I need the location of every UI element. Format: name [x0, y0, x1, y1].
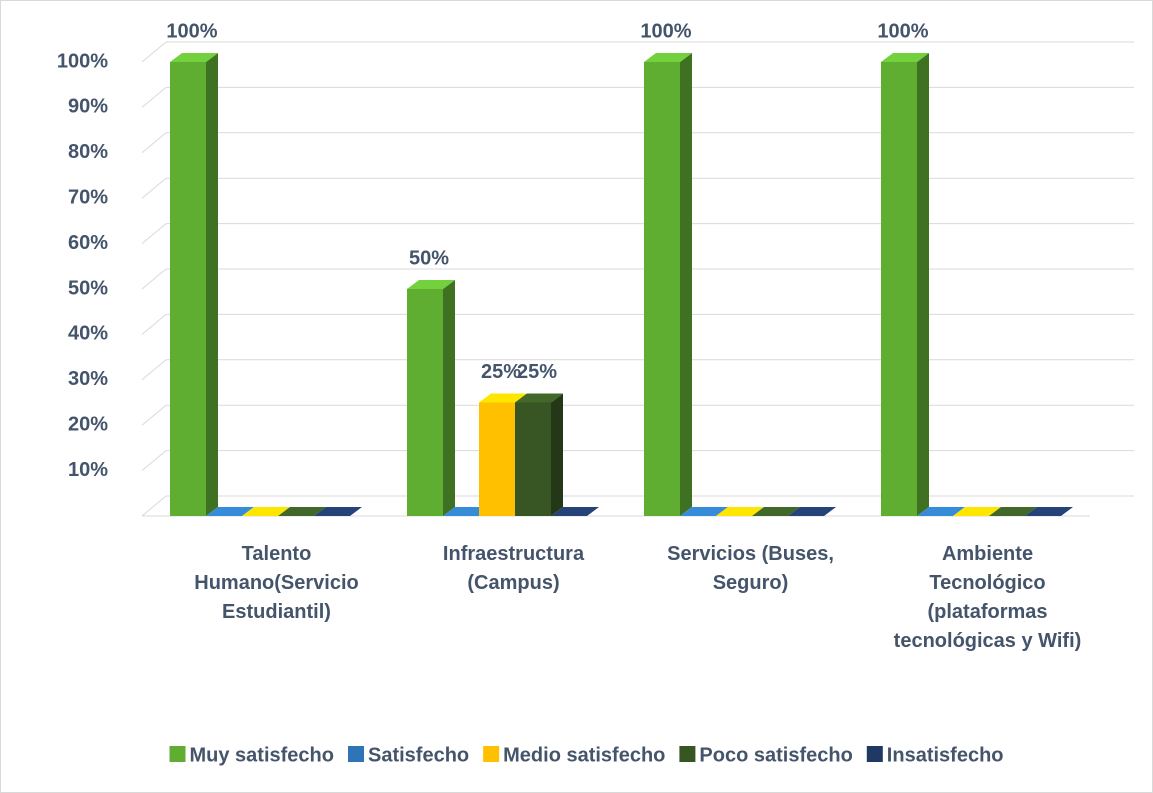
- grid-line-side: [141, 314, 167, 335]
- bar: [1025, 507, 1073, 516]
- y-tick-label: 40%: [68, 323, 108, 345]
- grid-line-side: [141, 223, 167, 244]
- bar-top: [917, 507, 965, 516]
- legend-label: Medio satisfecho: [503, 744, 665, 766]
- bar-top: [515, 393, 563, 403]
- x-tick-label: Ambiente Tecnológico (plataformas tecnol…: [893, 543, 1082, 652]
- y-tick-label: 90%: [68, 96, 108, 118]
- bar-front: [170, 62, 206, 516]
- bar-top: [551, 507, 599, 516]
- bar-top: [314, 507, 362, 516]
- legend-label: Muy satisfecho: [190, 744, 334, 766]
- bar: [953, 507, 1001, 516]
- legend-label: Satisfecho: [368, 744, 469, 766]
- data-label: 25%: [481, 361, 521, 383]
- bar: [278, 507, 326, 516]
- data-label: 25%: [517, 361, 557, 383]
- data-label: 100%: [640, 20, 691, 42]
- bar-front: [407, 289, 443, 516]
- bar: [917, 507, 965, 516]
- bar-front: [515, 402, 551, 516]
- grid-line-side: [141, 132, 167, 154]
- bar-top: [752, 507, 800, 516]
- y-tick-label: 30%: [68, 368, 108, 390]
- bar-front: [644, 62, 680, 516]
- bar-side: [206, 53, 218, 516]
- data-label: 100%: [877, 20, 928, 42]
- bar: [989, 507, 1037, 516]
- bar: [752, 507, 800, 516]
- legend-swatch: [483, 746, 500, 762]
- bar-top: [881, 53, 929, 62]
- grid-line-side: [141, 359, 167, 381]
- legend-label: Poco satisfecho: [699, 744, 852, 766]
- bar: [788, 507, 836, 516]
- bar-top: [788, 507, 836, 516]
- bar: [551, 507, 599, 516]
- legend-label: Insatisfecho: [887, 744, 1004, 766]
- bar-top: [716, 507, 764, 516]
- grid-line-side: [141, 268, 167, 290]
- y-tick-label: 10%: [68, 459, 108, 481]
- bar: [716, 507, 764, 516]
- bar: [314, 507, 362, 516]
- y-tick-label: 70%: [68, 186, 108, 208]
- bar-top: [206, 507, 254, 516]
- bar-top: [170, 53, 218, 62]
- bar-top: [479, 393, 527, 403]
- y-tick-label: 20%: [68, 413, 108, 435]
- bar-front: [881, 62, 917, 516]
- bar: [206, 507, 254, 516]
- bar: [515, 393, 563, 516]
- axis-floor-side: [141, 495, 167, 517]
- bar-top: [953, 507, 1001, 516]
- legend-swatch: [679, 746, 696, 762]
- bar-side: [917, 53, 929, 516]
- grid-line-side: [141, 404, 167, 426]
- bar: [680, 507, 728, 516]
- legend-swatch: [169, 746, 186, 762]
- x-tick-label: Talento Humano(Servicio Estudiantil): [194, 543, 359, 623]
- bar: [242, 507, 290, 516]
- bar-top: [278, 507, 326, 516]
- bar-top: [407, 280, 455, 289]
- y-tick-label: 80%: [68, 141, 108, 163]
- y-tick-label: 100%: [57, 50, 108, 72]
- grid-line-side: [141, 87, 167, 108]
- legend-swatch: [866, 746, 883, 762]
- grid-line-side: [141, 450, 167, 471]
- x-tick-label: Infraestructura (Campus): [442, 543, 585, 594]
- legend-swatch: [347, 746, 364, 762]
- data-label: 50%: [409, 247, 449, 269]
- data-label: 100%: [166, 20, 217, 42]
- bar-top: [989, 507, 1037, 516]
- bar-side: [680, 53, 692, 516]
- bar-side: [443, 280, 455, 516]
- bar: [170, 53, 218, 516]
- bar-top: [680, 507, 728, 516]
- grid-line-side: [141, 41, 167, 63]
- bar: [881, 53, 929, 516]
- bar-top: [1025, 507, 1073, 516]
- grid-line-side: [141, 177, 167, 199]
- x-tick-label: Servicios (Buses, Seguro): [667, 543, 834, 594]
- y-tick-label: 60%: [68, 232, 108, 254]
- bar-top: [242, 507, 290, 516]
- bar-side: [551, 393, 563, 516]
- bar: [644, 53, 692, 516]
- bar: [407, 280, 455, 516]
- y-tick-label: 50%: [68, 277, 108, 299]
- bar-front: [479, 402, 515, 516]
- bar-top: [644, 53, 692, 62]
